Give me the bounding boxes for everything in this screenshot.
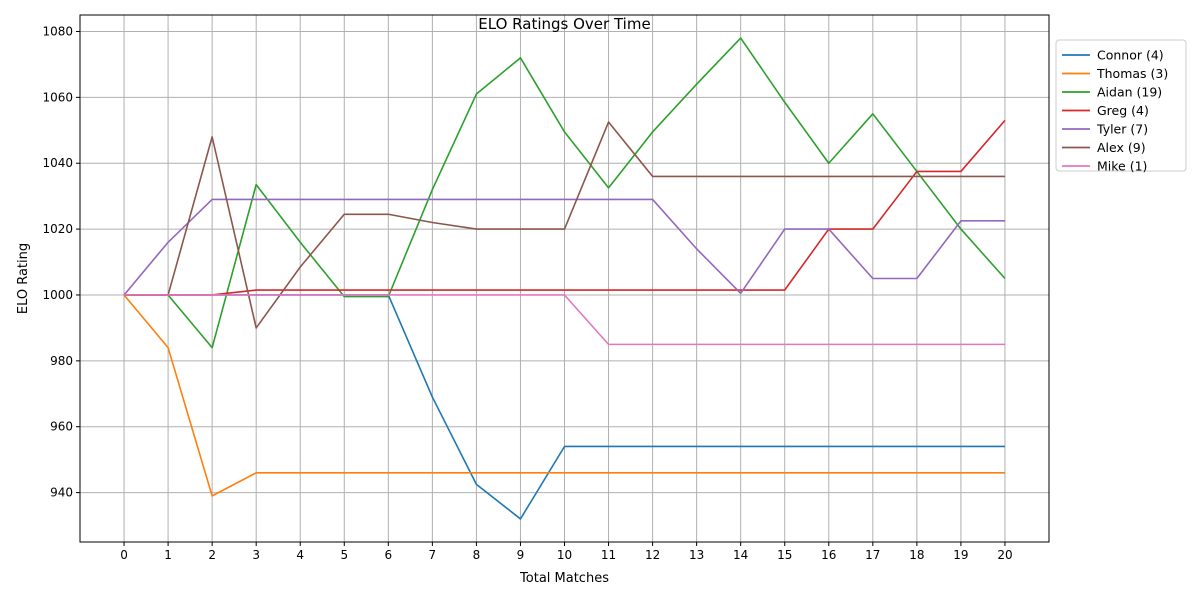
legend-label: Alex (9) <box>1097 140 1146 155</box>
x-tick-label: 0 <box>120 548 128 562</box>
series-line-tyler <box>123 198 1005 296</box>
y-tick-label: 1020 <box>42 222 73 236</box>
x-tick-label: 4 <box>296 548 304 562</box>
y-tick-label: 980 <box>50 354 73 368</box>
series-line-aidan <box>124 37 1006 349</box>
x-tick-label: 14 <box>733 548 748 562</box>
y-tick-label: 960 <box>50 420 73 434</box>
legend-label: Aidan (19) <box>1097 85 1162 100</box>
legend-label: Connor (4) <box>1097 48 1164 63</box>
chart-title: ELO Ratings Over Time <box>478 15 650 33</box>
legend-item-greg: Greg (4) <box>1062 103 1149 118</box>
series-line-alex <box>124 121 1005 329</box>
series-line-mike <box>124 294 1005 346</box>
x-tick-label: 8 <box>473 548 481 562</box>
x-tick-label: 6 <box>384 548 392 562</box>
x-tick-label: 19 <box>953 548 968 562</box>
x-tick-label: 16 <box>821 548 836 562</box>
x-tick-label: 5 <box>340 548 348 562</box>
x-tick-label: 2 <box>208 548 216 562</box>
y-tick-label: 940 <box>50 486 73 500</box>
x-tick-label: 3 <box>252 548 260 562</box>
y-axis-ticks: 940 960 980 1000 1020 1040 1060 1080 <box>42 24 80 500</box>
x-tick-label: 17 <box>865 548 880 562</box>
y-tick-label: 1060 <box>42 90 73 104</box>
legend-item-aidan: Aidan (19) <box>1062 85 1162 100</box>
x-axis-label: Total Matches <box>519 571 609 586</box>
y-tick-label: 1080 <box>42 24 73 38</box>
x-axis-ticks: 0 1 2 3 4 5 6 7 8 9 10 11 12 13 14 15 16 17 18 19 20 <box>120 542 1013 562</box>
x-tick-label: 7 <box>429 548 437 562</box>
x-tick-label: 11 <box>601 548 616 562</box>
y-tick-label: 1040 <box>42 156 73 170</box>
x-tick-label: 20 <box>997 548 1012 562</box>
legend-item-tyler: Tyler (7) <box>1062 122 1148 137</box>
x-tick-label: 10 <box>557 548 572 562</box>
legend-item-connor: Connor (4) <box>1062 48 1164 63</box>
x-tick-label: 15 <box>777 548 792 562</box>
legend-item-alex: Alex (9) <box>1062 140 1146 155</box>
x-tick-label: 1 <box>164 548 172 562</box>
x-tick-label: 18 <box>909 548 924 562</box>
legend-label: Greg (4) <box>1097 103 1149 118</box>
legend: Connor (4) Thomas (3) Aidan (19) Greg (4) Ty… <box>1055 39 1187 174</box>
series-line-greg <box>124 119 1006 296</box>
y-tick-label: 1000 <box>42 288 73 302</box>
x-tick-label: 12 <box>645 548 660 562</box>
series-lines <box>123 37 1006 520</box>
x-tick-label: 13 <box>689 548 704 562</box>
legend-label: Mike (1) <box>1097 159 1147 174</box>
series-line-thomas <box>123 294 1005 497</box>
legend-item-thomas: Thomas (3) <box>1062 66 1168 81</box>
legend-item-mike: Mike (1) <box>1062 159 1147 174</box>
legend-label: Tyler (7) <box>1096 122 1148 137</box>
x-tick-label: 9 <box>517 548 525 562</box>
legend-label: Thomas (3) <box>1096 66 1168 81</box>
y-axis-label: ELO Rating <box>16 243 31 314</box>
